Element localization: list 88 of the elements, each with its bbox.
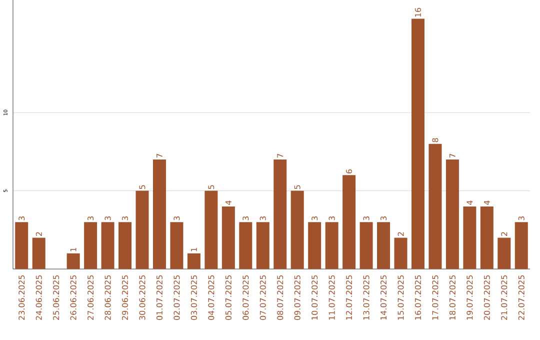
x-tick-label: 14.07.2025	[380, 275, 387, 320]
bar	[290, 190, 304, 269]
data-label: 16	[414, 8, 422, 17]
x-tick-label: 19.07.2025	[466, 275, 473, 320]
x-tick-label: 07.07.2025	[260, 275, 266, 320]
data-label: 3	[174, 216, 180, 220]
x-tick-label: 05.07.2025	[225, 275, 232, 320]
data-label: 7	[277, 154, 284, 158]
x-tick-label: 06.07.2025	[242, 275, 249, 320]
x-tick-label: 16.07.2025	[414, 275, 422, 320]
x-tick-label: 28.06.2025	[104, 275, 111, 320]
bar	[170, 222, 184, 269]
bar	[308, 222, 322, 269]
bar	[101, 222, 114, 269]
bar	[222, 206, 235, 269]
x-tick-label: 08.07.2025	[277, 275, 284, 320]
x-tick-label: 03.07.2025	[190, 275, 197, 320]
data-label: 4	[466, 200, 473, 205]
data-label: 7	[156, 154, 162, 158]
data-label: 1	[70, 248, 76, 252]
x-tick-label: 21.07.2025	[501, 275, 508, 320]
bar	[118, 222, 132, 269]
data-label: 3	[104, 216, 111, 220]
data-label: 3	[518, 216, 524, 220]
data-label: 4	[226, 200, 232, 205]
data-label: 5	[139, 185, 146, 189]
bar	[152, 160, 166, 269]
x-tick-label: 25.06.2025	[53, 275, 60, 320]
bar	[498, 238, 511, 269]
bar	[256, 222, 270, 269]
bar	[325, 222, 338, 269]
x-tick-label: 09.07.2025	[294, 275, 300, 320]
data-label: 1	[191, 248, 197, 252]
x-tick-label: 04.07.2025	[208, 275, 214, 320]
data-label: 4	[484, 200, 490, 205]
data-label: 3	[328, 216, 335, 220]
bar	[239, 222, 252, 269]
bar	[360, 222, 373, 269]
bar	[514, 222, 528, 269]
x-tick-label: 27.06.2025	[88, 275, 94, 320]
data-label: 3	[242, 216, 249, 220]
data-label: 3	[380, 216, 387, 220]
x-tick-label: 13.07.2025	[363, 275, 370, 320]
x-tick-label: 15.07.2025	[398, 275, 404, 320]
data-label: 3	[363, 216, 370, 220]
bar	[32, 238, 46, 269]
bar	[480, 206, 494, 269]
x-tick-label: 22.07.2025	[518, 275, 524, 320]
bar	[15, 222, 28, 269]
data-label: 2	[501, 232, 508, 236]
x-tick-label: 26.06.2025	[70, 275, 76, 320]
bar	[136, 190, 149, 269]
data-label: 7	[450, 154, 456, 158]
data-label: 6	[346, 169, 352, 174]
x-tick-label: 24.06.2025	[36, 275, 42, 320]
x-tick-label: 12.07.2025	[346, 275, 352, 320]
data-label: 2	[398, 232, 404, 236]
x-tick-label: 02.07.2025	[174, 275, 180, 320]
data-label: 2	[36, 232, 42, 236]
x-tick-label: 23.06.2025	[18, 275, 25, 320]
bar	[187, 253, 200, 269]
x-tick-label: 01.07.2025	[156, 275, 163, 320]
bar	[411, 18, 424, 269]
x-tick-label: 17.07.2025	[432, 275, 438, 320]
bar	[428, 144, 442, 269]
bar	[394, 238, 408, 269]
bar	[66, 253, 80, 269]
bar	[204, 190, 218, 269]
bar	[377, 222, 390, 269]
data-label: 5	[294, 185, 300, 189]
x-tick-label: 11.07.2025	[328, 275, 335, 320]
x-tick-label: 18.07.2025	[449, 275, 456, 320]
x-tick-label: 29.06.2025	[122, 275, 128, 320]
data-label: 3	[260, 216, 266, 220]
data-label: 3	[122, 216, 128, 220]
bar	[463, 206, 476, 269]
data-label: 5	[208, 185, 214, 189]
x-tick-label: 30.06.2025	[139, 275, 146, 320]
data-label: 3	[88, 216, 94, 220]
data-label: 3	[18, 216, 25, 220]
bar	[446, 160, 459, 269]
x-tick-label: 20.07.2025	[484, 275, 490, 320]
bar	[84, 222, 98, 269]
data-label: 3	[312, 216, 318, 220]
bar	[342, 175, 356, 269]
x-tick-label: 10.07.2025	[312, 275, 318, 320]
bar	[274, 160, 287, 269]
data-label: 8	[432, 138, 438, 142]
